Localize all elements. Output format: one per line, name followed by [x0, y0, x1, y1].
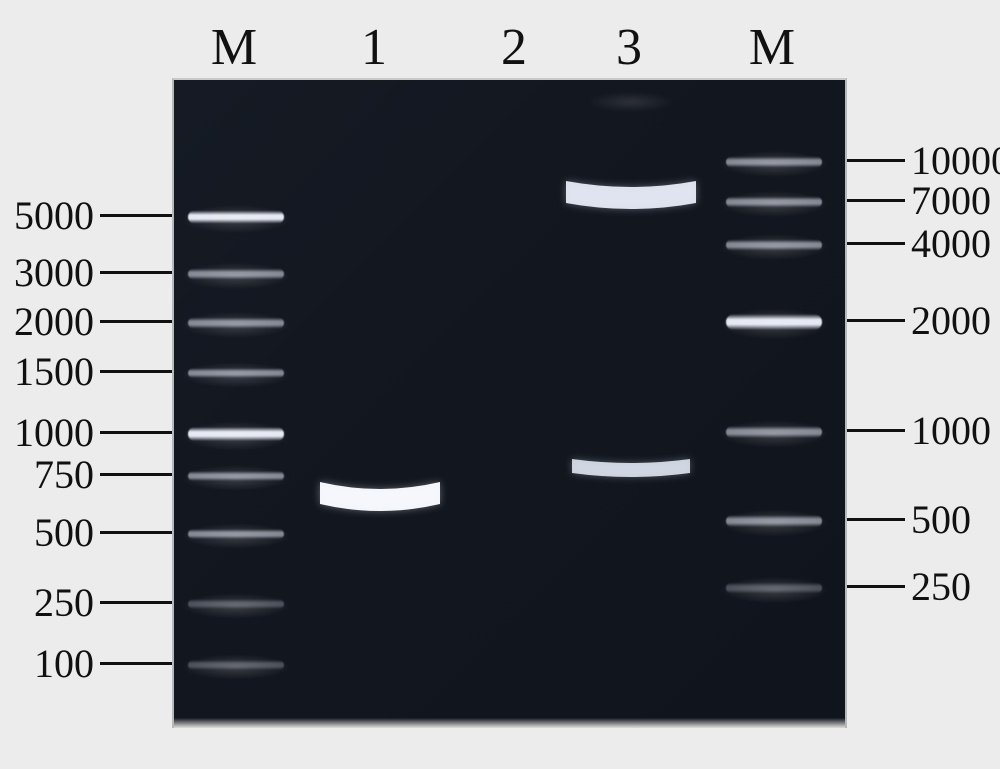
ladder-right-band: [726, 314, 822, 330]
ladder-tick-left: 1500: [14, 351, 172, 391]
ladder-tick-line: [100, 662, 172, 665]
ladder-right-band: [726, 583, 822, 594]
ladder-tick-line: [847, 319, 905, 322]
ladder-tick-label: 3000: [14, 249, 94, 296]
lane-label-1: 1: [361, 18, 387, 77]
left-ladder-scale: 50003000200015001000750500250100: [0, 0, 172, 769]
ladder-tick-right: 7000: [847, 180, 991, 220]
ladder-tick-label: 7000: [911, 177, 991, 224]
ladder-tick-line: [100, 370, 172, 373]
ladder-tick-label: 500: [34, 509, 94, 556]
ladder-tick-line: [100, 214, 172, 217]
ladder-tick-left: 3000: [14, 252, 172, 292]
ladder-tick-label: 2000: [911, 297, 991, 344]
ladder-left-band: [188, 529, 284, 539]
lane-labels-row: M 1 2 3 M: [172, 18, 847, 74]
ladder-tick-line: [100, 271, 172, 274]
ladder-tick-line: [100, 531, 172, 534]
figure-container: M 1 2 3 M 500030002000150010007505002501…: [0, 0, 1000, 769]
ladder-left-band: [188, 599, 284, 609]
ladder-tick-left: 100: [34, 643, 172, 683]
ladder-left-band: [188, 660, 284, 670]
ladder-tick-left: 5000: [14, 195, 172, 235]
ladder-tick-line: [847, 242, 905, 245]
ladder-tick-label: 1500: [14, 348, 94, 395]
ladder-left-band: [188, 211, 284, 224]
ladder-left-band: [188, 427, 284, 441]
ladder-tick-line: [847, 518, 905, 521]
gel-bottom-edge: [174, 718, 845, 728]
lane-label-m-left: M: [211, 18, 257, 77]
ladder-tick-line: [847, 199, 905, 202]
ladder-tick-label: 1000: [911, 407, 991, 454]
ladder-right-band: [726, 426, 822, 438]
ladder-left-band: [188, 368, 284, 378]
ladder-left-band: [188, 269, 284, 280]
lane-label-3: 3: [616, 18, 642, 77]
ladder-tick-label: 1000: [14, 409, 94, 456]
ladder-tick-right: 10000: [847, 140, 1000, 180]
ladder-right-band: [726, 197, 822, 208]
lane3-well-glow: [586, 92, 676, 112]
ladder-tick-label: 5000: [14, 192, 94, 239]
ladder-tick-line: [847, 429, 905, 432]
right-ladder-scale: 1000070004000 2000 1000 500 250: [847, 0, 1000, 769]
ladder-tick-line: [847, 159, 905, 162]
ladder-tick-right: 4000: [847, 223, 991, 263]
ladder-tick-label: 750: [34, 451, 94, 498]
ladder-tick-label: 500: [911, 496, 971, 543]
ladder-left-band: [188, 318, 284, 329]
ladder-tick-line: [100, 320, 172, 323]
lane-label-m-right: M: [749, 18, 795, 77]
ladder-tick-right: 1000: [847, 410, 991, 450]
ladder-right-band: [726, 157, 822, 168]
lane-label-2: 2: [501, 18, 527, 77]
ladder-right-band: [726, 515, 822, 527]
gel-image: [172, 78, 847, 728]
ladder-tick-left: 1000: [14, 412, 172, 452]
ladder-tick-left: 2000: [14, 301, 172, 341]
ladder-tick-label: 100: [34, 640, 94, 687]
ladder-tick-right: 500: [847, 499, 971, 539]
ladder-tick-left: 500: [34, 512, 172, 552]
ladder-tick-label: 2000: [14, 298, 94, 345]
ladder-tick-left: 750: [34, 454, 172, 494]
ladder-tick-left: 250: [34, 582, 172, 622]
ladder-tick-label: 250: [911, 563, 971, 610]
ladder-tick-line: [847, 585, 905, 588]
ladder-tick-line: [100, 601, 172, 604]
ladder-tick-right: 2000: [847, 300, 991, 340]
ladder-tick-label: 4000: [911, 220, 991, 267]
ladder-tick-label: 250: [34, 579, 94, 626]
ladder-tick-line: [100, 431, 172, 434]
ladder-tick-line: [100, 473, 172, 476]
ladder-tick-right: 250: [847, 566, 971, 606]
ladder-right-band: [726, 240, 822, 251]
ladder-left-band: [188, 471, 284, 481]
